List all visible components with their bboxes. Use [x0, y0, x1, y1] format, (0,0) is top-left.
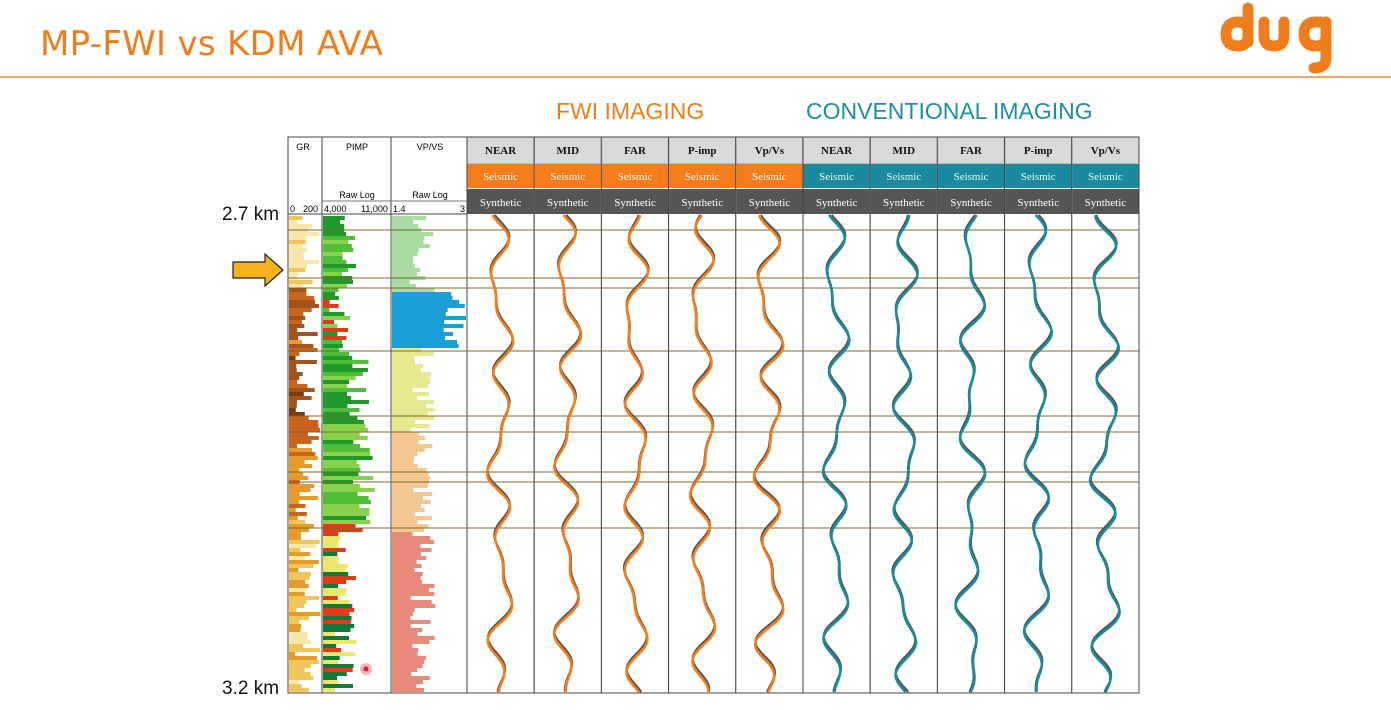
- seismic-trace: [891, 214, 919, 693]
- synthetic-row-label: Synthetic: [1085, 197, 1127, 209]
- fwi-imaging-heading: FWI IMAGING: [556, 98, 705, 124]
- seismic-trace: [752, 214, 785, 693]
- column-header-cell: [803, 137, 870, 164]
- synthetic-row-cell: [870, 189, 937, 214]
- column-header-cell: [534, 137, 602, 164]
- column-header-label: Vp/Vs: [1091, 145, 1121, 157]
- column-header-label: Vp/Vs: [755, 145, 785, 157]
- vpvs-scale-min: 1.4: [393, 204, 406, 214]
- depth-label-top: 2.7 km: [222, 204, 280, 225]
- column-header-cell: [1072, 137, 1139, 164]
- gr-scale-min: 0: [290, 204, 295, 214]
- log-panel-frame: [287, 136, 468, 694]
- seismic-row-label: Seismic: [954, 171, 989, 183]
- seismic-row-label: Seismic: [1088, 171, 1123, 183]
- seismic-row-label: Seismic: [886, 171, 921, 183]
- synthetic-row-cell: [937, 189, 1005, 214]
- column-fwi-vpvs: Vp/Vs Seismic Synthetic: [735, 136, 804, 694]
- synthetic-row-cell: [736, 189, 803, 214]
- seismic-row-label: Seismic: [483, 171, 518, 183]
- seismic-trace: [688, 214, 717, 693]
- slide-title: MP-FWI vs KDM AVA: [40, 24, 384, 64]
- seismic-row-cell: [534, 164, 601, 188]
- column-fwi-pimp: P-imp Seismic Synthetic: [668, 136, 737, 694]
- seismic-row-label: Seismic: [550, 171, 585, 183]
- cursor-dot: [363, 666, 369, 672]
- seismic-row-label: Seismic: [685, 171, 720, 183]
- gr-scale-max: 200: [303, 204, 318, 214]
- pimp-scale-max: 11,000: [361, 204, 388, 214]
- synthetic-row-label: Synthetic: [1017, 197, 1059, 209]
- synthetic-row-label: Synthetic: [681, 197, 723, 209]
- seismic-row-cell: [870, 164, 937, 188]
- seismic-trace: [485, 214, 515, 693]
- column-header-label: MID: [892, 145, 915, 157]
- synthetic-row-cell: [803, 189, 870, 214]
- seismic-row-label: Seismic: [1021, 171, 1056, 183]
- arrow-icon: [232, 252, 284, 288]
- pimp-scale-min: 4,000: [324, 204, 347, 214]
- title-divider: [0, 76, 1391, 78]
- seismic-row-label: Seismic: [752, 171, 787, 183]
- seismic-row-cell: [803, 164, 870, 188]
- log-name-pimp: PIMP: [346, 142, 368, 152]
- column-header-cell: [937, 137, 1005, 164]
- synthetic-row-label: Synthetic: [480, 197, 522, 209]
- synthetic-row-cell: [467, 189, 534, 214]
- synthetic-row-label: Synthetic: [950, 197, 992, 209]
- seismic-row-cell: [937, 164, 1005, 188]
- column-conv-vpvs: Vp/Vs Seismic Synthetic: [1071, 136, 1140, 694]
- seismic-row-cell: [736, 164, 803, 188]
- synthetic-row-label: Synthetic: [816, 197, 858, 209]
- seismic-trace: [954, 214, 987, 693]
- seismic-row-cell: [601, 164, 669, 188]
- column-header-label: P-imp: [1024, 145, 1053, 157]
- seismic-row-cell: [1072, 164, 1139, 188]
- synthetic-row-label: Synthetic: [883, 197, 925, 209]
- synthetic-row-label: Synthetic: [614, 197, 656, 209]
- dug-logo: [1220, 2, 1332, 74]
- synthetic-row-cell: [1072, 189, 1139, 214]
- synthetic-row-label: Synthetic: [547, 197, 589, 209]
- column-header-label: NEAR: [821, 145, 853, 157]
- synthetic-row-label: Synthetic: [749, 197, 791, 209]
- seismic-row-cell: [467, 164, 534, 188]
- column-header-cell: [601, 137, 669, 164]
- seismic-row-label: Seismic: [819, 171, 854, 183]
- seismic-trace: [552, 214, 583, 692]
- seismic-trace: [623, 214, 650, 693]
- column-header-label: P-imp: [688, 145, 717, 157]
- log-raw-vpvs: Raw Log: [412, 190, 448, 200]
- column-header-cell: [1004, 137, 1072, 164]
- seismic-row-label: Seismic: [618, 171, 653, 183]
- conventional-imaging-heading: CONVENTIONAL IMAGING: [806, 98, 1093, 124]
- depth-label-bottom: 3.2 km: [222, 678, 280, 699]
- seismic-row-cell: [1005, 164, 1072, 188]
- log-raw-pimp: Raw Log: [339, 190, 375, 200]
- seismic-row-cell: [669, 164, 736, 188]
- log-name-gr: GR: [296, 142, 310, 152]
- column-header-cell: [668, 137, 736, 164]
- synthetic-row-cell: [601, 189, 669, 214]
- seismic-trace: [1088, 214, 1121, 693]
- seismic-trace: [1022, 214, 1054, 693]
- log-name-vpvs: VP/VS: [417, 142, 444, 152]
- synthetic-row-cell: [534, 189, 601, 214]
- vpvs-scale-max: 3: [460, 204, 465, 214]
- synthetic-row-cell: [1005, 189, 1072, 214]
- synthetic-row-cell: [669, 189, 736, 214]
- column-header-label: FAR: [624, 145, 647, 157]
- column-header-label: NEAR: [485, 145, 517, 157]
- column-header-label: FAR: [960, 145, 983, 157]
- column-header-label: MID: [556, 145, 579, 157]
- seismic-trace: [821, 214, 851, 693]
